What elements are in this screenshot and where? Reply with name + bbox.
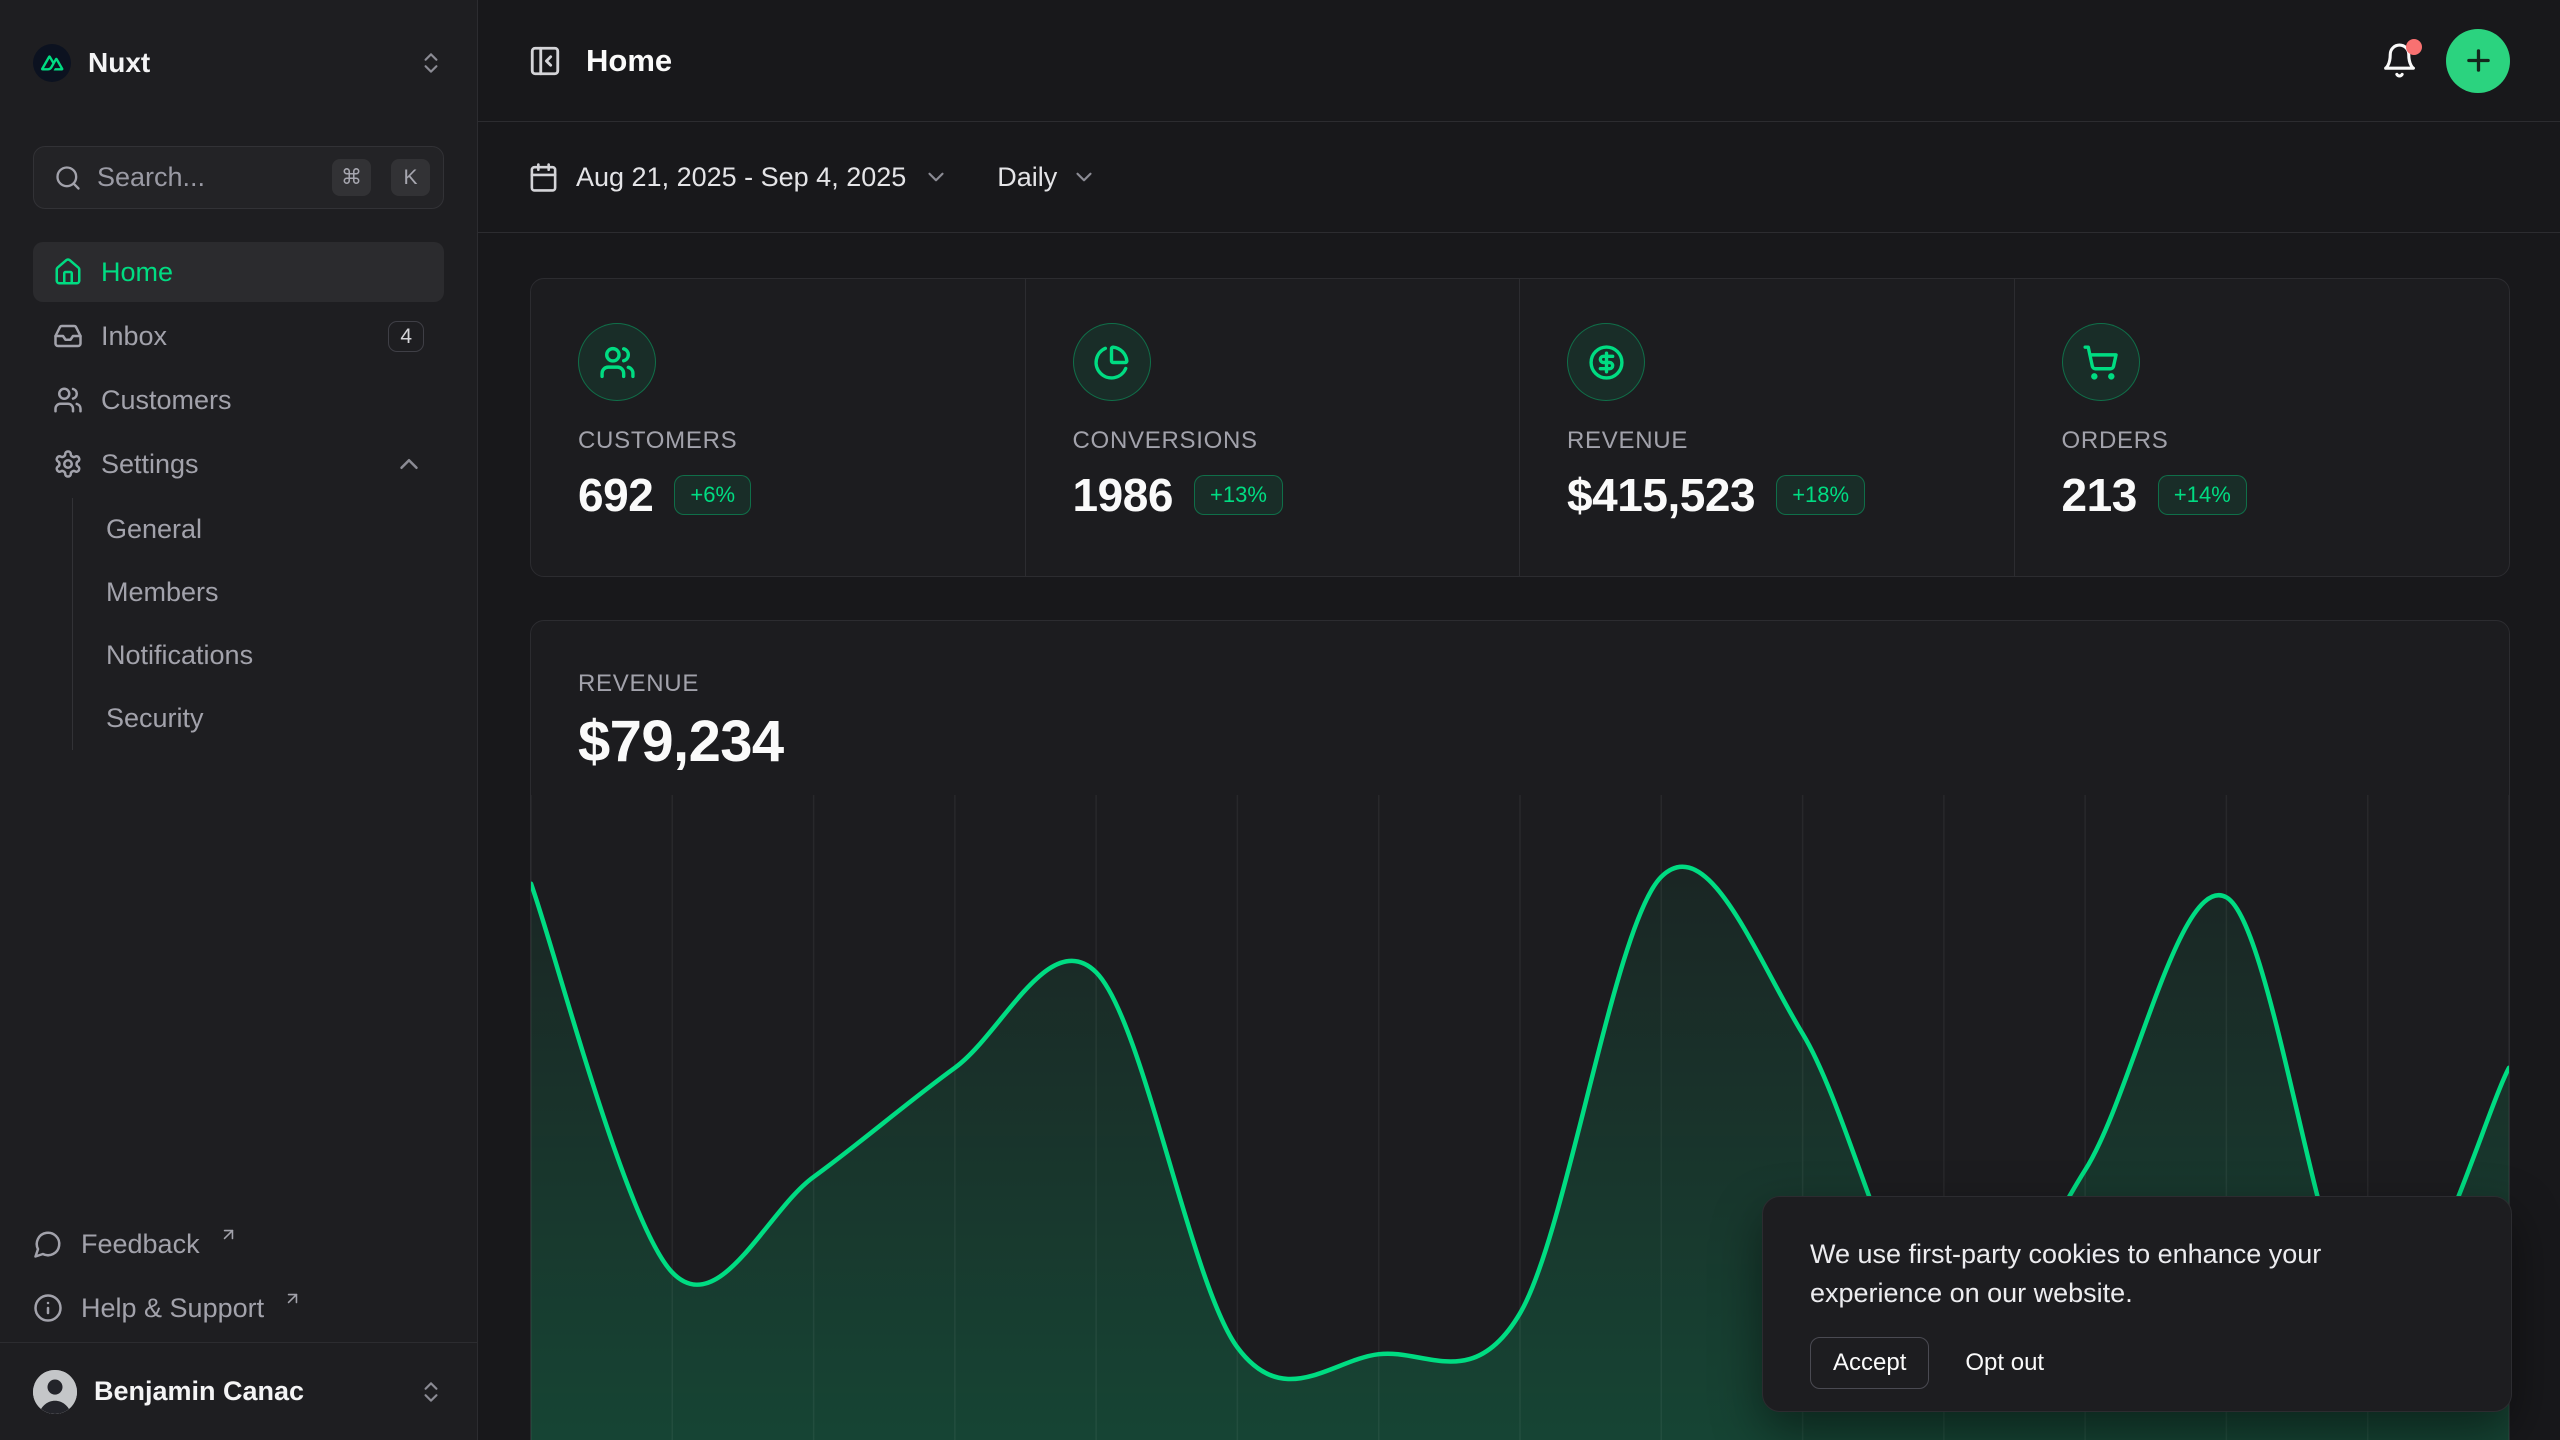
users-icon: [578, 323, 656, 401]
stats-card-group: CUSTOMERS 692 +6% CONVERSIONS 1986 +13% …: [530, 278, 2510, 577]
notifications-button[interactable]: [2381, 39, 2422, 79]
accept-button[interactable]: Accept: [1810, 1337, 1930, 1390]
search-input[interactable]: Search... ⌘ K: [33, 146, 444, 209]
sidebar-item-inbox[interactable]: Inbox 4: [33, 306, 444, 366]
stat-value: 213: [2061, 469, 2138, 521]
calendar-icon: [530, 162, 557, 192]
stat-delta-badge: +18%: [1776, 475, 1866, 515]
sidebar: Nuxt Search... ⌘ K Home Inbox 4 Customer…: [0, 0, 478, 1440]
notification-dot: [2406, 39, 2422, 55]
opt-out-button[interactable]: Opt out: [1965, 1349, 2045, 1377]
external-link-icon: [287, 1293, 298, 1304]
footer-item-label: Help & Support: [81, 1292, 265, 1323]
sub-item-label: Notifications: [106, 640, 254, 670]
external-link-icon: [223, 1229, 233, 1240]
granularity-label: Daily: [997, 161, 1058, 192]
sidebar-nav: Home Inbox 4 Customers Settings General …: [0, 242, 477, 750]
info-circle-icon: [34, 1294, 62, 1322]
cookie-message: We use first-party cookies to enhance yo…: [1810, 1239, 2322, 1309]
granularity-select[interactable]: Daily: [997, 162, 1097, 193]
chevrons-up-down-icon: [418, 1379, 444, 1405]
stat-label: REVENUE: [1567, 427, 1689, 454]
stat-card-conversions: CONVERSIONS 1986 +13%: [1026, 279, 1520, 576]
stat-value: $415,523: [1567, 469, 1756, 521]
message-circle-icon: [34, 1231, 61, 1258]
chevron-down-icon: [1076, 172, 1092, 182]
help-support-link[interactable]: Help & Support: [33, 1276, 444, 1340]
stat-label: CUSTOMERS: [578, 427, 738, 454]
sidebar-item-security[interactable]: Security: [106, 687, 444, 750]
sub-item-label: Members: [106, 577, 219, 607]
inbox-icon: [54, 324, 82, 348]
settings-sub-list: General Members Notifications Security: [72, 498, 444, 750]
sidebar-item-label: Customers: [101, 384, 232, 415]
workspace-switcher[interactable]: Nuxt: [0, 0, 477, 106]
gear-icon: [55, 450, 81, 478]
sidebar-item-general[interactable]: General: [106, 498, 444, 561]
stat-label: CONVERSIONS: [1072, 427, 1258, 454]
stat-delta-badge: +14%: [2157, 475, 2247, 515]
page-header: Home: [478, 0, 2560, 122]
user-name: Benjamin Canac: [94, 1376, 305, 1406]
inbox-count-badge: 4: [388, 320, 424, 352]
pie-chart-icon: [1072, 323, 1151, 401]
workspace-name: Nuxt: [88, 47, 151, 78]
sidebar-item-home[interactable]: Home: [33, 242, 444, 302]
sidebar-item-notifications[interactable]: Notifications: [106, 624, 444, 687]
search-icon: [56, 165, 80, 190]
user-menu[interactable]: Benjamin Canac: [0, 1342, 477, 1440]
filters-toolbar: Aug 21, 2025 - Sep 4, 2025 Daily: [478, 122, 2560, 233]
chevron-down-icon: [928, 172, 944, 182]
stat-card-revenue: REVENUE $415,523 +18%: [1520, 279, 2015, 576]
nuxt-logo-icon: [33, 44, 71, 82]
stat-card-customers: CUSTOMERS 692 +6%: [531, 279, 1026, 576]
stat-label: ORDERS: [2061, 427, 2169, 454]
sidebar-item-label: Inbox: [101, 320, 168, 351]
stat-delta-badge: +6%: [674, 475, 752, 515]
sidebar-item-customers[interactable]: Customers: [33, 370, 444, 430]
page-title: Home: [586, 42, 673, 78]
revenue-chart-value: $79,234: [578, 709, 784, 774]
cookie-banner: We use first-party cookies to enhance yo…: [1762, 1196, 2512, 1412]
collapse-sidebar-button[interactable]: [528, 44, 562, 78]
dollar-circle-icon: [1567, 323, 1645, 401]
chevron-up-icon: [394, 449, 424, 479]
revenue-chart-label: REVENUE: [578, 670, 700, 697]
stat-value: 1986: [1072, 469, 1174, 521]
sidebar-item-members[interactable]: Members: [106, 561, 444, 624]
users-icon: [54, 387, 82, 413]
sidebar-item-settings[interactable]: Settings: [33, 434, 444, 494]
sidebar-footer: Feedback Help & Support: [0, 1212, 477, 1342]
kbd-k: K: [391, 159, 430, 196]
avatar: [33, 1369, 77, 1414]
bell-icon: [2384, 43, 2415, 78]
sidebar-item-label: Settings: [101, 448, 199, 479]
sub-item-label: General: [106, 514, 203, 544]
footer-item-label: Feedback: [81, 1228, 200, 1259]
sub-item-label: Security: [106, 703, 204, 733]
stat-value: 692: [578, 469, 654, 521]
add-button[interactable]: [2446, 28, 2510, 93]
feedback-link[interactable]: Feedback: [33, 1212, 444, 1276]
date-range-picker[interactable]: Aug 21, 2025 - Sep 4, 2025: [528, 162, 949, 193]
stat-delta-badge: +13%: [1194, 475, 1283, 515]
sidebar-item-label: Home: [101, 256, 174, 287]
plus-icon: [2466, 49, 2490, 72]
date-range-label: Aug 21, 2025 - Sep 4, 2025: [576, 161, 907, 192]
search-placeholder: Search...: [97, 162, 206, 192]
shopping-cart-icon: [2061, 323, 2140, 401]
home-icon: [55, 258, 81, 285]
panel-left-close-icon: [530, 46, 560, 75]
stat-card-orders: ORDERS 213 +14%: [2015, 279, 2510, 576]
chevrons-up-down-icon: [418, 50, 444, 76]
kbd-meta: ⌘: [332, 159, 371, 196]
